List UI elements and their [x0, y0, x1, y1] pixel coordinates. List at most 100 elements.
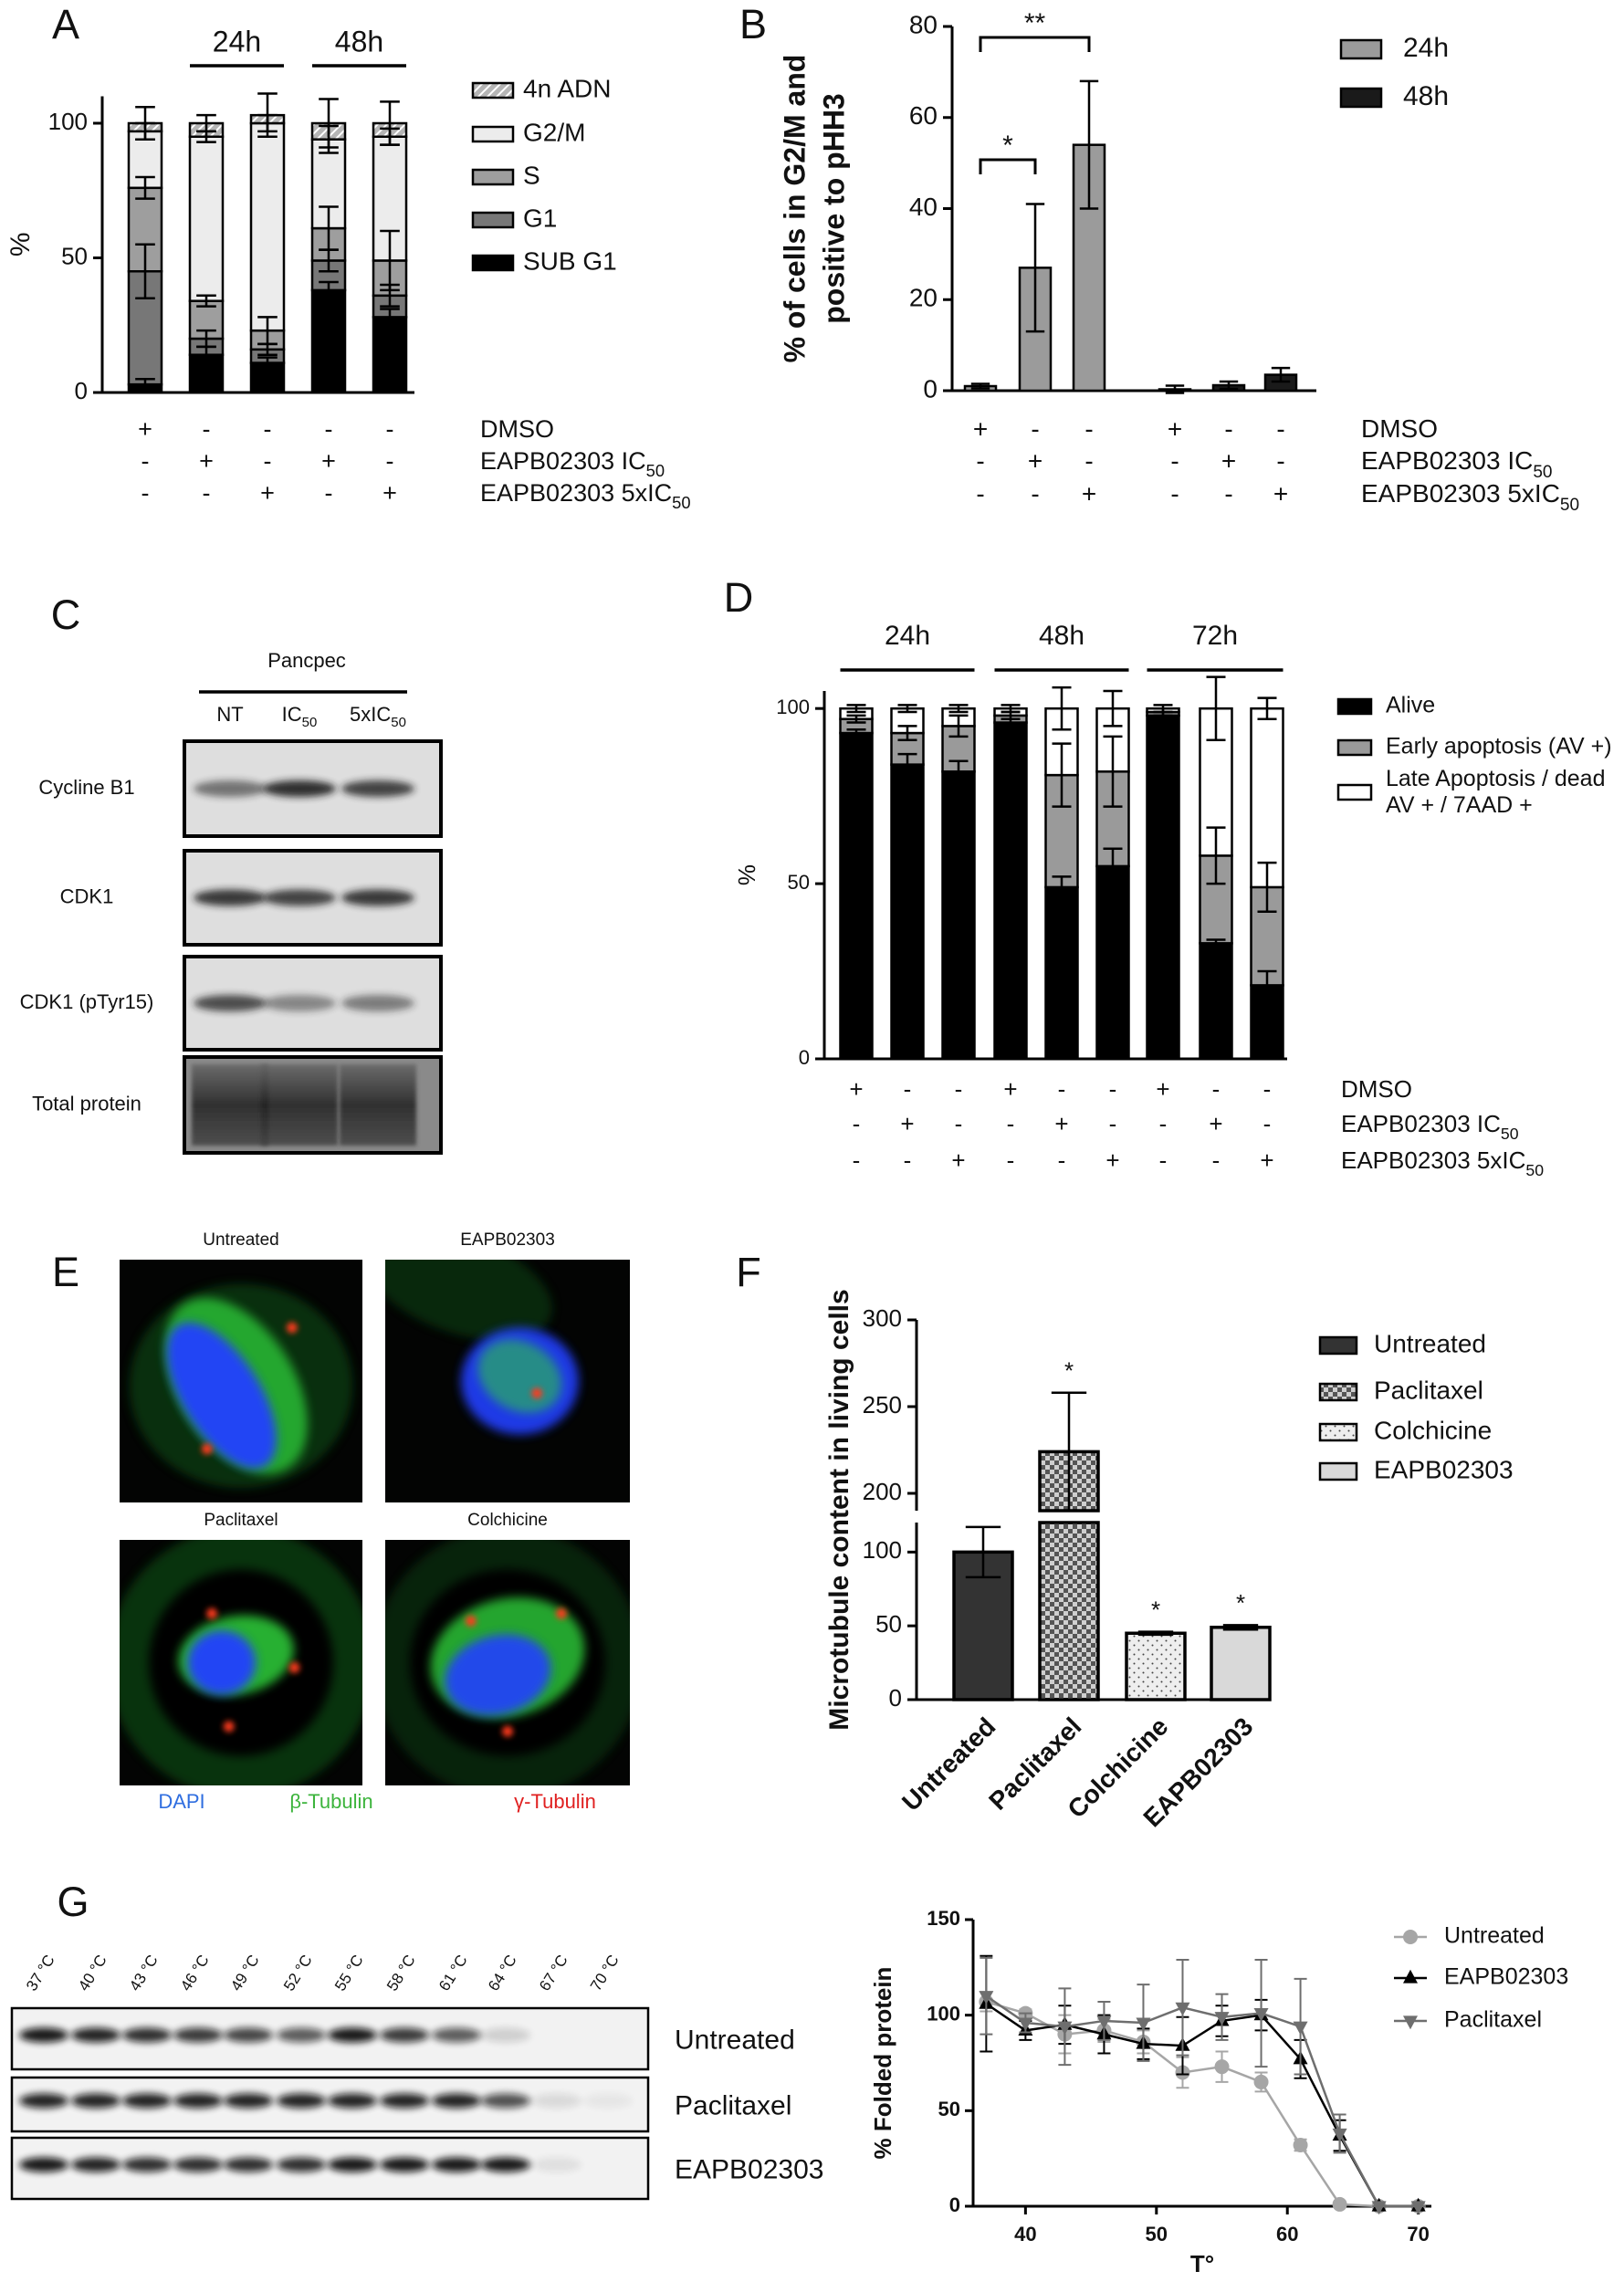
error-bar — [948, 759, 969, 784]
blot-band — [328, 2157, 377, 2172]
y-tick-label: 50 — [61, 242, 88, 269]
centrosome — [465, 1615, 477, 1627]
error-bar — [948, 704, 969, 714]
blot-band — [224, 2093, 273, 2109]
condition-sign: + — [199, 447, 214, 475]
error-bar — [1257, 696, 1277, 720]
lane-label: NT — [216, 703, 243, 726]
legend-swatch — [1318, 1382, 1358, 1402]
y-axis-label: % Folded protein — [869, 1967, 896, 2160]
blot-band — [481, 2093, 530, 2109]
y-tick-label: 100 — [48, 108, 88, 135]
error-bar — [319, 98, 339, 149]
blot-band — [19, 2093, 68, 2109]
blot-row-label: CDK1 — [60, 885, 114, 907]
y-axis-label: % of cells in G2/M and — [778, 55, 811, 363]
error-bar — [135, 175, 155, 200]
condition-label-main: DMSO — [1361, 414, 1438, 443]
blot-band — [432, 2157, 481, 2172]
legend-label: SUB G1 — [523, 246, 617, 275]
condition-label-sub: 50 — [1560, 496, 1579, 515]
cell-structure — [187, 1630, 256, 1695]
condition-sign: - — [904, 1146, 912, 1174]
y-tick-label: 20 — [909, 284, 938, 312]
blot-band — [122, 2157, 172, 2172]
y-tick-label: 50 — [938, 2098, 960, 2120]
y-tick-label: 0 — [923, 374, 938, 403]
point — [1403, 1930, 1418, 1944]
blot-title: Pancpec — [267, 649, 346, 672]
condition-sign: - — [1263, 1110, 1272, 1137]
condition-sign: - — [1007, 1146, 1015, 1174]
condition-label-main: DMSO — [480, 415, 554, 443]
significance-label: * — [1151, 1596, 1160, 1624]
error-bar — [1137, 1630, 1174, 1637]
x-axis-label: T° — [1190, 2250, 1214, 2277]
legend-label: Late Apoptosis / dead AV + / 7AAD + — [1386, 766, 1606, 818]
error-bar — [380, 229, 400, 292]
bar-segment — [310, 288, 347, 394]
blot-band — [380, 2157, 429, 2172]
y-axis-label: % — [733, 864, 760, 885]
condition-sign: + — [382, 479, 397, 507]
error-bar — [1222, 1624, 1259, 1631]
panel-letter: G — [57, 1879, 89, 1925]
legend-label: G2/M — [523, 118, 585, 146]
condition-sign: + — [1003, 1075, 1017, 1103]
blot-smear — [340, 1064, 416, 1146]
condition-sign: - — [1109, 1110, 1117, 1137]
error-bar — [1052, 875, 1072, 899]
blot-band — [71, 2157, 120, 2172]
error-bar — [846, 728, 866, 738]
micrograph — [385, 1260, 630, 1502]
point — [1253, 2074, 1269, 2089]
blot-band — [19, 2027, 68, 2043]
condition-label-main: DMSO — [1341, 1075, 1412, 1103]
condition-label-main: EAPB02303 IC — [480, 447, 646, 475]
centrosome — [287, 1322, 298, 1334]
condition-label: EAPB02303 IC50 — [1361, 446, 1553, 481]
condition-sign: - — [976, 479, 984, 508]
error-bar — [965, 1525, 1001, 1579]
condition-sign: - — [1212, 1146, 1221, 1174]
blot-row-label: CDK1 (pTyr15) — [20, 990, 154, 1013]
blot-band — [380, 2027, 429, 2043]
legend-label: Alive — [1386, 693, 1435, 718]
lane-label-sub: 50 — [302, 715, 318, 730]
condition-label-sub: 50 — [1533, 463, 1552, 482]
micrograph-title: Paclitaxel — [204, 1511, 278, 1530]
condition-sign: + — [1082, 479, 1096, 508]
channel-label: γ-Tubulin — [514, 1790, 596, 1813]
condition-label: EAPB02303 5xIC50 — [1361, 479, 1579, 514]
centrosome — [206, 1607, 217, 1619]
y-axis-label: % — [5, 232, 36, 256]
legend-label: S — [523, 161, 540, 189]
centrosome — [502, 1725, 513, 1737]
error-bar — [1153, 704, 1173, 714]
error-bar — [1001, 704, 1021, 714]
panel-letter: B — [739, 1, 767, 47]
condition-label-sub: 50 — [672, 493, 690, 512]
error-bar — [1025, 203, 1045, 333]
legend-label: 24h — [1403, 33, 1449, 63]
error-bar — [135, 106, 155, 141]
error-bar — [948, 714, 969, 738]
error-bar — [1206, 938, 1226, 948]
condition-sign: - — [1084, 446, 1093, 475]
error-bar — [380, 100, 400, 146]
condition-sign: - — [325, 479, 333, 507]
condition-label-main: EAPB02303 5xIC — [480, 479, 672, 507]
condition-sign: - — [264, 447, 272, 475]
error-bar — [1219, 380, 1239, 391]
series-line — [985, 1994, 1419, 2208]
y-tick-label: 50 — [875, 1610, 902, 1638]
error-bar — [897, 752, 917, 777]
condition-sign: - — [1031, 414, 1039, 443]
legend-swatch — [1339, 87, 1383, 109]
condition-sign: - — [203, 415, 211, 443]
point — [1175, 2002, 1190, 2016]
point — [1332, 2196, 1347, 2212]
centrosome — [223, 1721, 235, 1732]
condition-sign: - — [955, 1075, 963, 1103]
blot-row-label: EAPB02303 — [675, 2154, 823, 2184]
